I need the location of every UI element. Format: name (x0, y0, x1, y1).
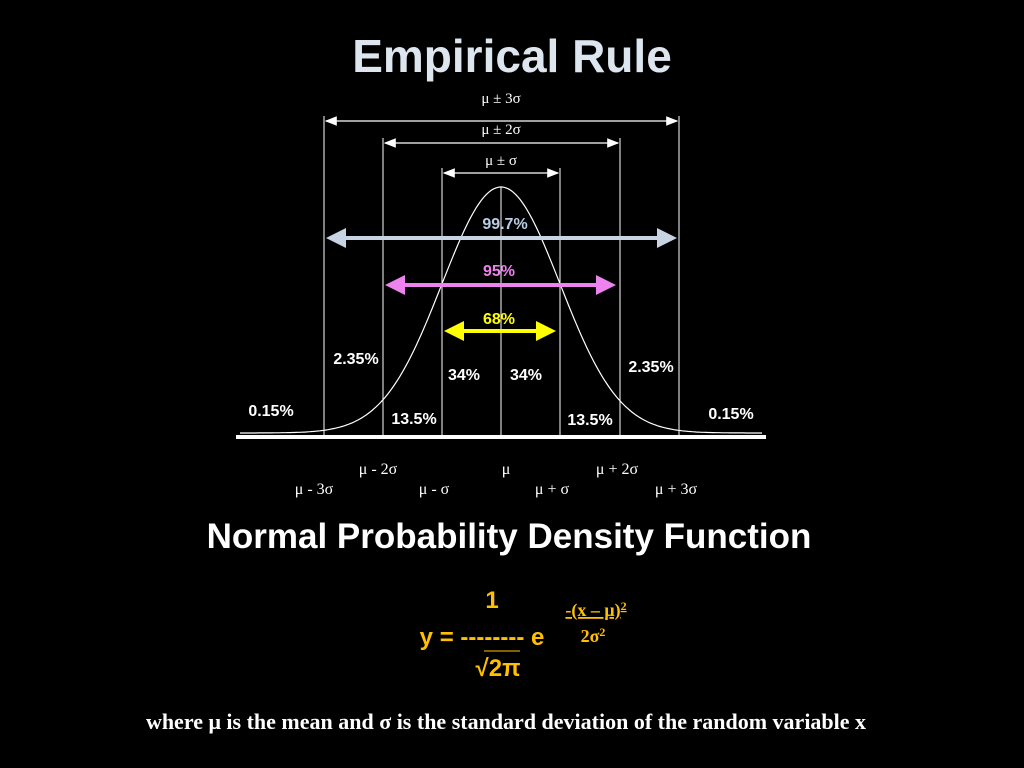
coverage-label: 99.7% (482, 216, 527, 233)
axis-label: μ - 2σ (359, 461, 398, 478)
axis-label: μ - σ (419, 481, 450, 498)
area-label: 34% (510, 367, 542, 384)
formula: 1 y = -------- e √2π -(x – μ)2 2σ2 (420, 587, 627, 682)
bracket-label: μ ± 3σ (481, 91, 520, 107)
formula-lhs: y = -------- e (420, 624, 545, 651)
formula-numerator: 1 (485, 587, 498, 614)
axis-label: μ - 3σ (295, 481, 334, 498)
labels: μ ± 3σ μ ± 2σ μ ± σ 99.7% 95% 68% 0.15% … (248, 91, 753, 498)
exponent-power: 2 (621, 599, 627, 613)
area-label: 13.5% (567, 412, 612, 429)
bracket-label: μ ± σ (485, 153, 517, 169)
footer: where μ is the mean and σ is the standar… (146, 709, 866, 734)
coverage-label: 95% (483, 263, 515, 280)
area-label: 2.35% (628, 359, 673, 376)
title: Empirical Rule (352, 30, 672, 82)
area-label: 2.35% (333, 351, 378, 368)
exponent-text: -(x – μ) (565, 600, 620, 621)
bracket-label: μ ± 2σ (481, 122, 520, 138)
axis-label: μ + σ (535, 481, 570, 498)
area-label: 34% (448, 367, 480, 384)
exponent-numerator: -(x – μ)2 (565, 599, 626, 621)
area-label: 0.15% (708, 406, 753, 423)
coverage-label: 68% (483, 311, 515, 328)
bell-diagram (236, 116, 766, 439)
formula-denominator: √2π (476, 655, 521, 682)
exponent-text: 2σ (581, 626, 600, 646)
axis-label: μ + 2σ (596, 461, 639, 478)
area-label: 13.5% (391, 411, 436, 428)
axis-label: μ + 3σ (655, 481, 698, 498)
axis-label: μ (502, 461, 511, 478)
subtitle: Normal Probability Density Function (207, 517, 812, 556)
exponent-denominator: 2σ2 (581, 625, 606, 646)
area-label: 0.15% (248, 403, 293, 420)
exponent-power: 2 (599, 625, 605, 639)
bell-curve (240, 186, 762, 434)
